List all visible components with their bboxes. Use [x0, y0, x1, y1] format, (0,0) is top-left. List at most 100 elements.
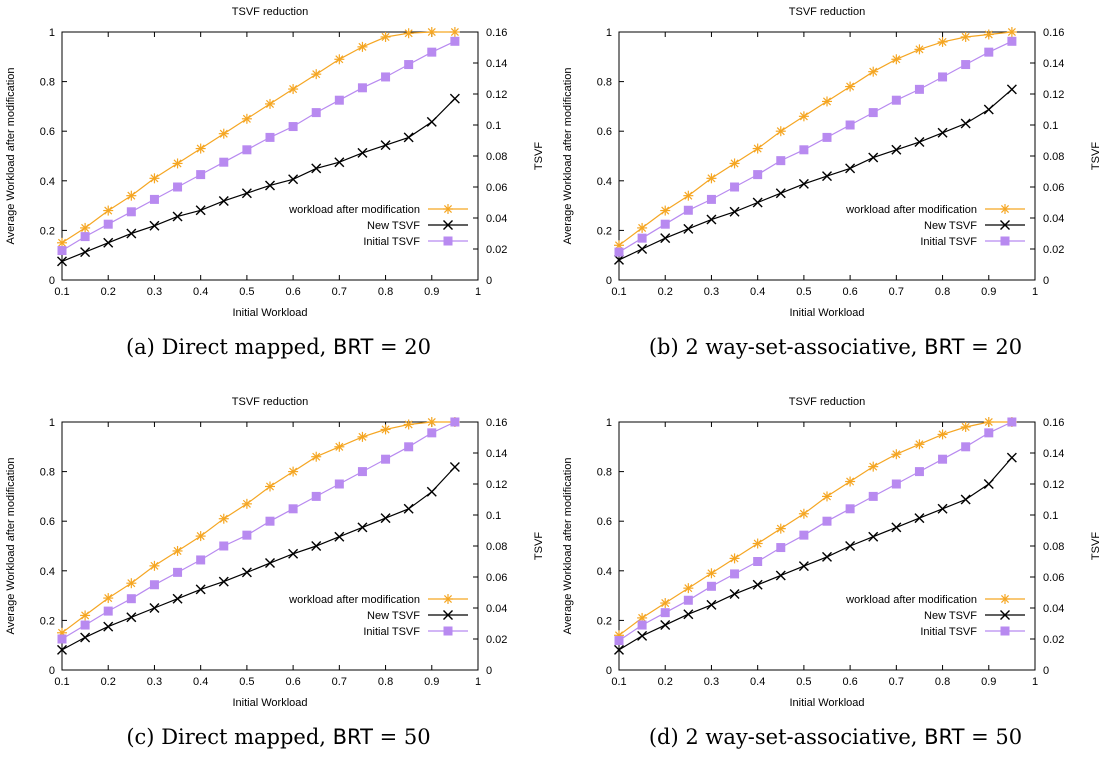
- y-tick-label: 0.6: [40, 126, 55, 138]
- series-3-point: [173, 567, 183, 577]
- x-tick-label: 0.3: [704, 286, 719, 298]
- series-3-point: [753, 170, 763, 180]
- series-2-point: [426, 116, 437, 127]
- x-tick-label: 0.7: [889, 286, 904, 298]
- series-2-point: [403, 503, 414, 514]
- chart-title: TSVF reduction: [789, 6, 865, 18]
- series-3-point: [334, 479, 344, 489]
- series-2-point: [683, 223, 694, 234]
- legend-label: Initial TSVF: [363, 236, 420, 248]
- series-2-point: [357, 147, 368, 158]
- series-2-point: [891, 522, 902, 533]
- y2-tick-label: 0: [1043, 665, 1049, 677]
- series-2-point: [845, 541, 856, 551]
- series-2-point: [57, 644, 67, 655]
- series-2-point: [126, 228, 137, 239]
- series-1-point: [218, 128, 229, 139]
- series-3-point: [614, 247, 624, 257]
- legend-marker: [443, 220, 453, 230]
- series-2-point: [380, 513, 391, 524]
- y2-tick-label: 0.06: [486, 572, 507, 584]
- x-tick-label: 1: [475, 286, 481, 298]
- series-1-point: [403, 419, 414, 430]
- series-2-point: [103, 621, 114, 632]
- series-1-point: [103, 205, 114, 216]
- series-3-point: [242, 530, 252, 540]
- x-tick-label: 1: [475, 676, 481, 688]
- y2-tick-label: 0.08: [486, 151, 507, 163]
- series-1-point: [960, 421, 971, 432]
- caption-brt: BRT: [924, 335, 965, 359]
- y-tick-label: 0.6: [597, 516, 612, 528]
- series-2-point: [937, 127, 948, 138]
- x-tick-label: 0.6: [285, 676, 300, 688]
- series-3-point: [80, 232, 90, 242]
- x-tick-label: 0.7: [889, 676, 904, 688]
- series-2-point: [403, 132, 414, 143]
- series-3-point: [219, 157, 229, 167]
- series-1-point: [729, 553, 740, 564]
- series-3-point: [80, 620, 90, 630]
- series-3-point: [1007, 417, 1017, 427]
- y2-axis-label: TSVF: [1090, 532, 1102, 560]
- y-tick-label: 0.6: [597, 126, 612, 138]
- x-tick-label: 0.6: [842, 676, 857, 688]
- series-2-point: [311, 163, 322, 174]
- series-3-point: [799, 530, 809, 540]
- series-3-point: [450, 36, 460, 46]
- series-2-point: [914, 137, 925, 148]
- series-3-point: [683, 205, 693, 215]
- legend-marker: [1000, 204, 1010, 214]
- series-1-point: [265, 98, 275, 109]
- series-1-point: [172, 545, 183, 556]
- x-axis-label: Initial Workload: [790, 697, 865, 709]
- y-axis-label: Average Workload after modification: [5, 68, 17, 245]
- x-tick-label: 0.1: [611, 676, 626, 688]
- y-tick-label: 0: [606, 665, 612, 677]
- series-3-point: [891, 479, 901, 489]
- y2-tick-label: 0.04: [486, 603, 507, 615]
- series-3-point: [126, 594, 136, 604]
- series-1-point: [683, 190, 694, 201]
- series-3-point: [57, 634, 67, 644]
- caption-prefix: Direct mapped,: [161, 335, 327, 359]
- series-1-point: [775, 126, 786, 137]
- caption-prefix: 2 way-set-associative,: [685, 335, 918, 359]
- series-2-point: [218, 576, 229, 587]
- series-1-point: [172, 158, 183, 169]
- y2-axis-label: TSVF: [533, 142, 545, 170]
- series-2-point: [449, 93, 460, 104]
- series-3-point: [938, 72, 948, 82]
- series-1-point: [103, 593, 114, 604]
- legend-marker: [1000, 610, 1010, 620]
- y-tick-label: 0.2: [40, 615, 55, 627]
- series-2-point: [729, 589, 740, 600]
- y2-tick-label: 0.08: [1043, 541, 1064, 553]
- series-2-point: [195, 584, 206, 595]
- y2-axis-label: TSVF: [533, 532, 545, 560]
- x-tick-label: 0.4: [193, 286, 208, 298]
- series-2-point: [265, 180, 275, 191]
- legend-marker: [443, 236, 453, 246]
- series-1-point: [311, 451, 322, 462]
- x-tick-label: 0.5: [239, 286, 254, 298]
- x-axis-label: Initial Workload: [233, 307, 308, 319]
- legend-label: workload after modification: [845, 594, 977, 606]
- legend-marker: [443, 610, 453, 620]
- series-line-1: [61, 421, 455, 634]
- series-1-point: [983, 29, 994, 40]
- series-3-point: [868, 108, 878, 118]
- y-tick-label: 0.8: [40, 467, 55, 479]
- x-tick-label: 0.2: [101, 286, 116, 298]
- caption-label: (d): [648, 725, 679, 749]
- series-3-point: [334, 95, 344, 105]
- series-3-point: [357, 467, 367, 477]
- x-tick-label: 0.7: [332, 286, 347, 298]
- series-2-point: [288, 548, 299, 559]
- x-tick-label: 0.1: [611, 286, 626, 298]
- caption-suffix: = 50: [379, 725, 431, 749]
- y-tick-label: 1: [606, 417, 612, 429]
- series-3-point: [427, 47, 437, 57]
- series-2-point: [380, 140, 391, 151]
- series-1-point: [380, 424, 391, 435]
